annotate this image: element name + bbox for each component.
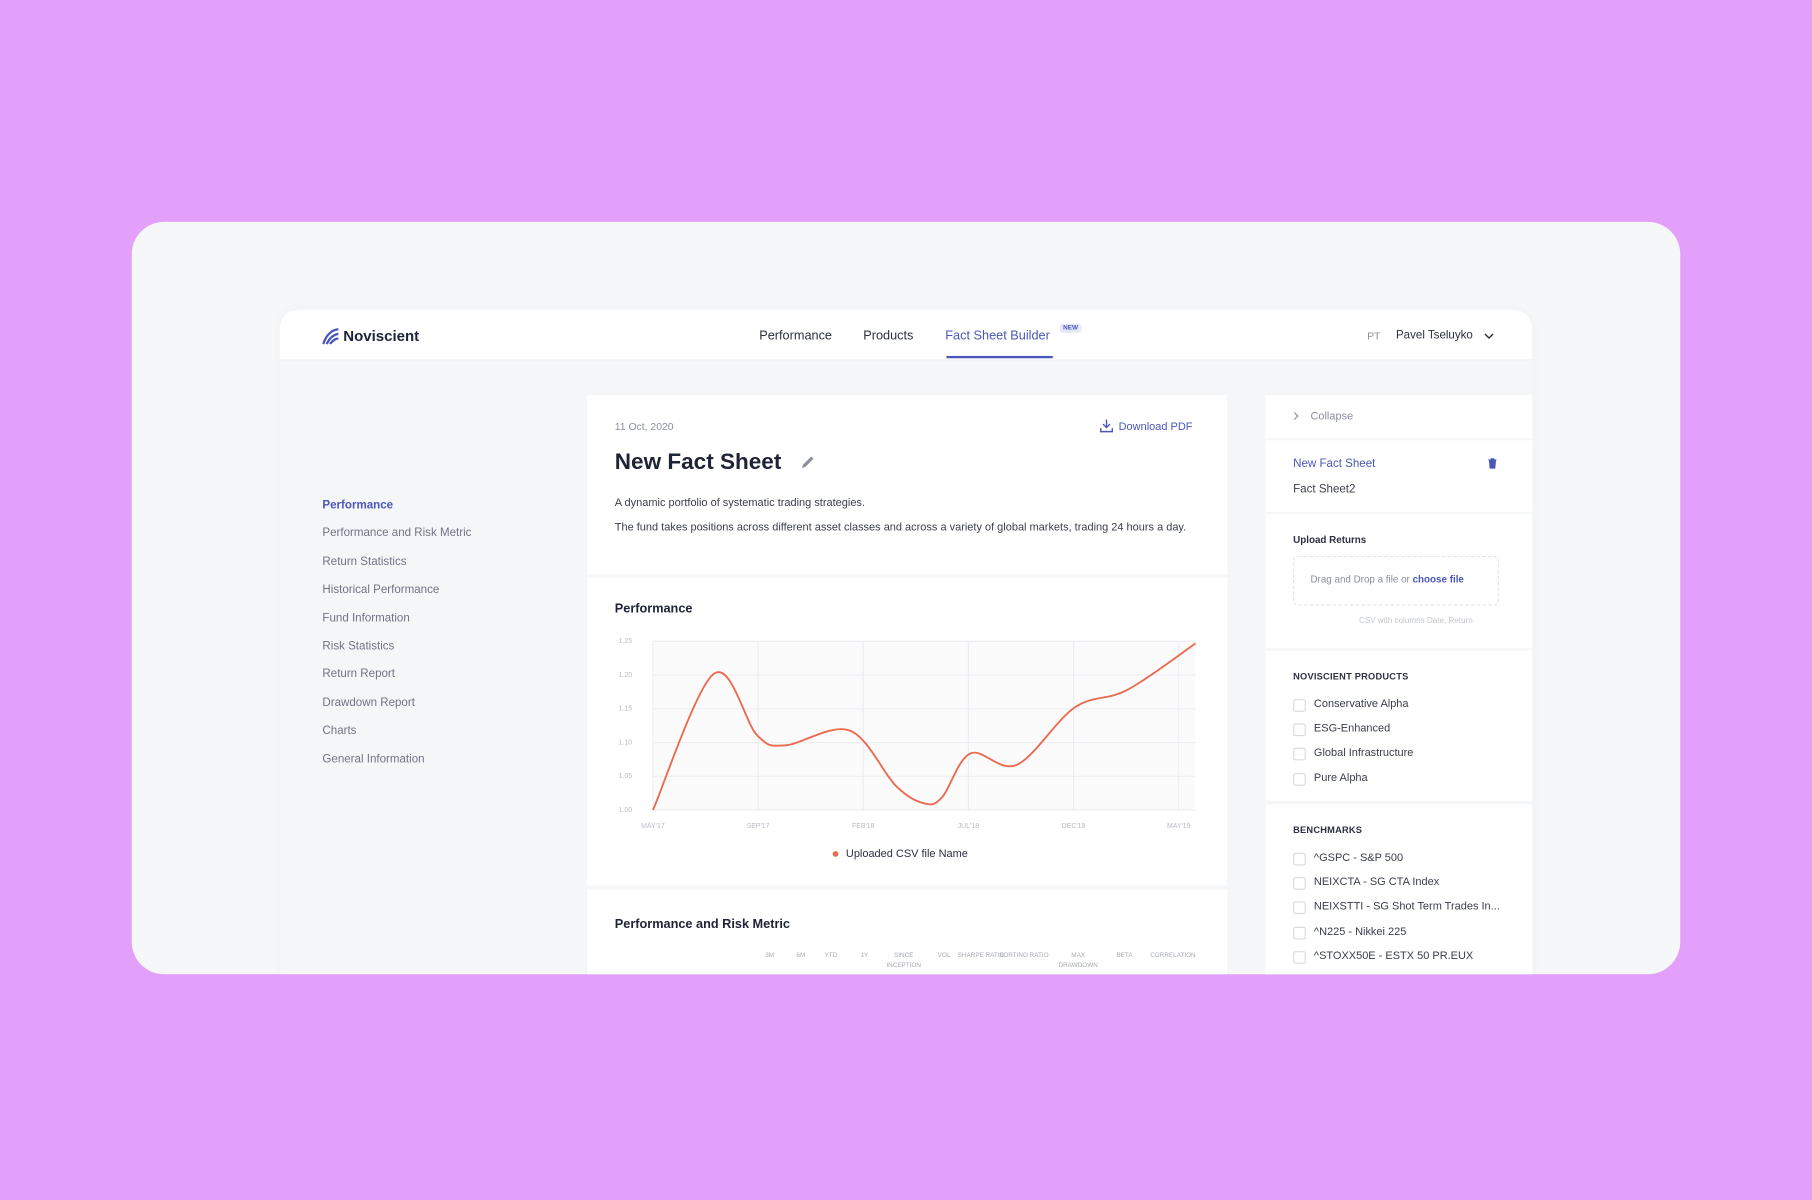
y-tick-label: 1.25 (619, 638, 633, 645)
legend-label: Uploaded CSV file Name (846, 848, 968, 860)
chevron-right (1293, 412, 1299, 420)
logo-icon (322, 328, 339, 345)
checkbox[interactable] (1293, 901, 1306, 915)
x-tick-label: FEB'18 (852, 823, 875, 830)
sidebar-item-active[interactable]: Performance (322, 499, 394, 512)
list-item[interactable]: Pure Alpha (1313, 771, 1368, 785)
x-tick-label: MAY'19 (1167, 823, 1191, 830)
user-initials: PT (1367, 330, 1381, 343)
checkbox[interactable] (1293, 748, 1306, 761)
column-header: 6M (796, 952, 806, 960)
section-title: NOVISCIENT PRODUCTS (1293, 671, 1409, 682)
description-line: A dynamic portfolio of systematic tradin… (614, 496, 865, 510)
line (652, 642, 1197, 811)
logo: Noviscient (343, 327, 420, 345)
sidebar-item[interactable]: Fund Information (322, 612, 410, 625)
sidebar-item[interactable]: Return Statistics (322, 555, 407, 569)
sidebar-item[interactable]: Historical Performance (322, 583, 440, 597)
trash-icon[interactable] (1487, 458, 1497, 470)
table-title: Performance and Risk Metric (614, 917, 791, 932)
column-header: MAX DRAWDOWN (1058, 952, 1098, 970)
checkbox[interactable] (1293, 877, 1306, 891)
list-item[interactable]: NEIXCTA - SG CTA Index (1313, 876, 1440, 889)
fact-sheet-card (587, 395, 1228, 575)
panel-section (1265, 514, 1533, 649)
list-item[interactable]: ESG-Enhanced (1313, 722, 1391, 736)
checkbox[interactable] (1293, 772, 1306, 786)
sidebar-item[interactable]: Return Report (322, 668, 396, 682)
table-card (587, 889, 1228, 975)
column-header: CORRELATION (1150, 952, 1196, 960)
nav-underline (946, 355, 1053, 359)
chart-title: Performance (615, 600, 693, 615)
choose-file[interactable]: choose file (1412, 573, 1464, 585)
column-header: SORTINO RATIO (999, 952, 1049, 960)
y-tick-label: 1.00 (619, 807, 633, 814)
x-tick-label: SEP'17 (747, 823, 770, 830)
y-tick-label: 1.10 (619, 739, 633, 746)
section-title: BENCHMARKS (1293, 825, 1363, 836)
chevron-down (1484, 333, 1494, 339)
nav-link[interactable]: Products (863, 329, 914, 344)
x-tick-label: MAY'17 (641, 823, 665, 830)
user-name[interactable]: Pavel Tseluyko (1395, 329, 1473, 343)
y-tick-label: 1.05 (619, 773, 633, 780)
y-tick-label: 1.20 (619, 672, 633, 679)
drop-text: Drag and Drop a file or (1310, 573, 1410, 585)
dropzone[interactable] (1293, 555, 1499, 606)
upload-hint: CSV with columns Date, Return (1358, 617, 1473, 626)
date: 11 Oct, 2020 (614, 420, 674, 433)
new-badge: NEW (1059, 323, 1082, 333)
legend-dot (832, 851, 839, 857)
checkbox[interactable] (1293, 950, 1306, 964)
sheet-active[interactable]: New Fact Sheet (1293, 457, 1376, 471)
download-icon (1100, 419, 1113, 433)
column-header: 1Y (860, 952, 869, 960)
list-item[interactable]: Global Infrastructure (1313, 746, 1414, 760)
list-item[interactable]: Conservative Alpha (1313, 697, 1409, 711)
upload-title: Upload Returns (1293, 533, 1367, 546)
sheet[interactable]: Fact Sheet2 (1293, 483, 1356, 496)
x-tick-label: DEC'18 (1062, 823, 1086, 830)
column-header: YTD (824, 952, 838, 960)
column-header: SINCE INCEPTION (886, 952, 921, 970)
checkbox[interactable] (1293, 723, 1306, 737)
plot-area (652, 641, 1196, 811)
checkbox[interactable] (1293, 699, 1306, 712)
sidebar-item[interactable]: Charts (322, 724, 357, 738)
collapse[interactable]: Collapse (1310, 410, 1354, 423)
column-header: VOL (937, 952, 951, 960)
panel-section (1265, 395, 1533, 438)
list-item[interactable]: NEIXSTTI - SG Shot Term Trades In... (1313, 900, 1500, 914)
panel-section (1265, 440, 1533, 512)
list-item[interactable]: ^GSPC - S&P 500 (1313, 851, 1404, 865)
panel-section (1265, 804, 1533, 975)
panel-section (1265, 650, 1533, 801)
nav-link-active[interactable]: Fact Sheet Builder (945, 329, 1050, 344)
sidebar-item[interactable]: Risk Statistics (322, 640, 395, 653)
description-line: The fund takes positions across differen… (614, 521, 1187, 534)
column-header: 3M (765, 952, 775, 960)
sidebar-item[interactable]: Performance and Risk Metric (322, 527, 472, 541)
list-item[interactable]: ^N225 - Nikkei 225 (1313, 925, 1407, 938)
chart: Performance 1.00 1.05 1.10 1.15 1.20 1.25 MAY'… (615, 600, 1197, 860)
column-header: SHARPE RATIO (957, 952, 1005, 960)
dropzone-text: Drag and Drop a file or choose file (1310, 573, 1463, 585)
fact-sheet-title: New Fact Sheet (614, 449, 782, 475)
sidebar-item[interactable]: Drawdown Report (322, 696, 415, 710)
sidebar-item[interactable]: General Information (322, 752, 425, 766)
x-tick-label: JUL'18 (958, 823, 979, 830)
download-pdf[interactable]: Download PDF (1118, 420, 1193, 434)
nav-link[interactable]: Performance (759, 329, 833, 344)
column-header: BETA (1116, 952, 1133, 960)
checkbox[interactable] (1293, 926, 1306, 940)
y-tick-label: 1.15 (619, 706, 633, 713)
list-item[interactable]: ^STOXX50E - ESTX 50 PR.EUX (1313, 949, 1474, 963)
edit-icon[interactable] (800, 454, 816, 470)
checkbox[interactable] (1293, 852, 1306, 866)
top-nav (279, 309, 1533, 361)
